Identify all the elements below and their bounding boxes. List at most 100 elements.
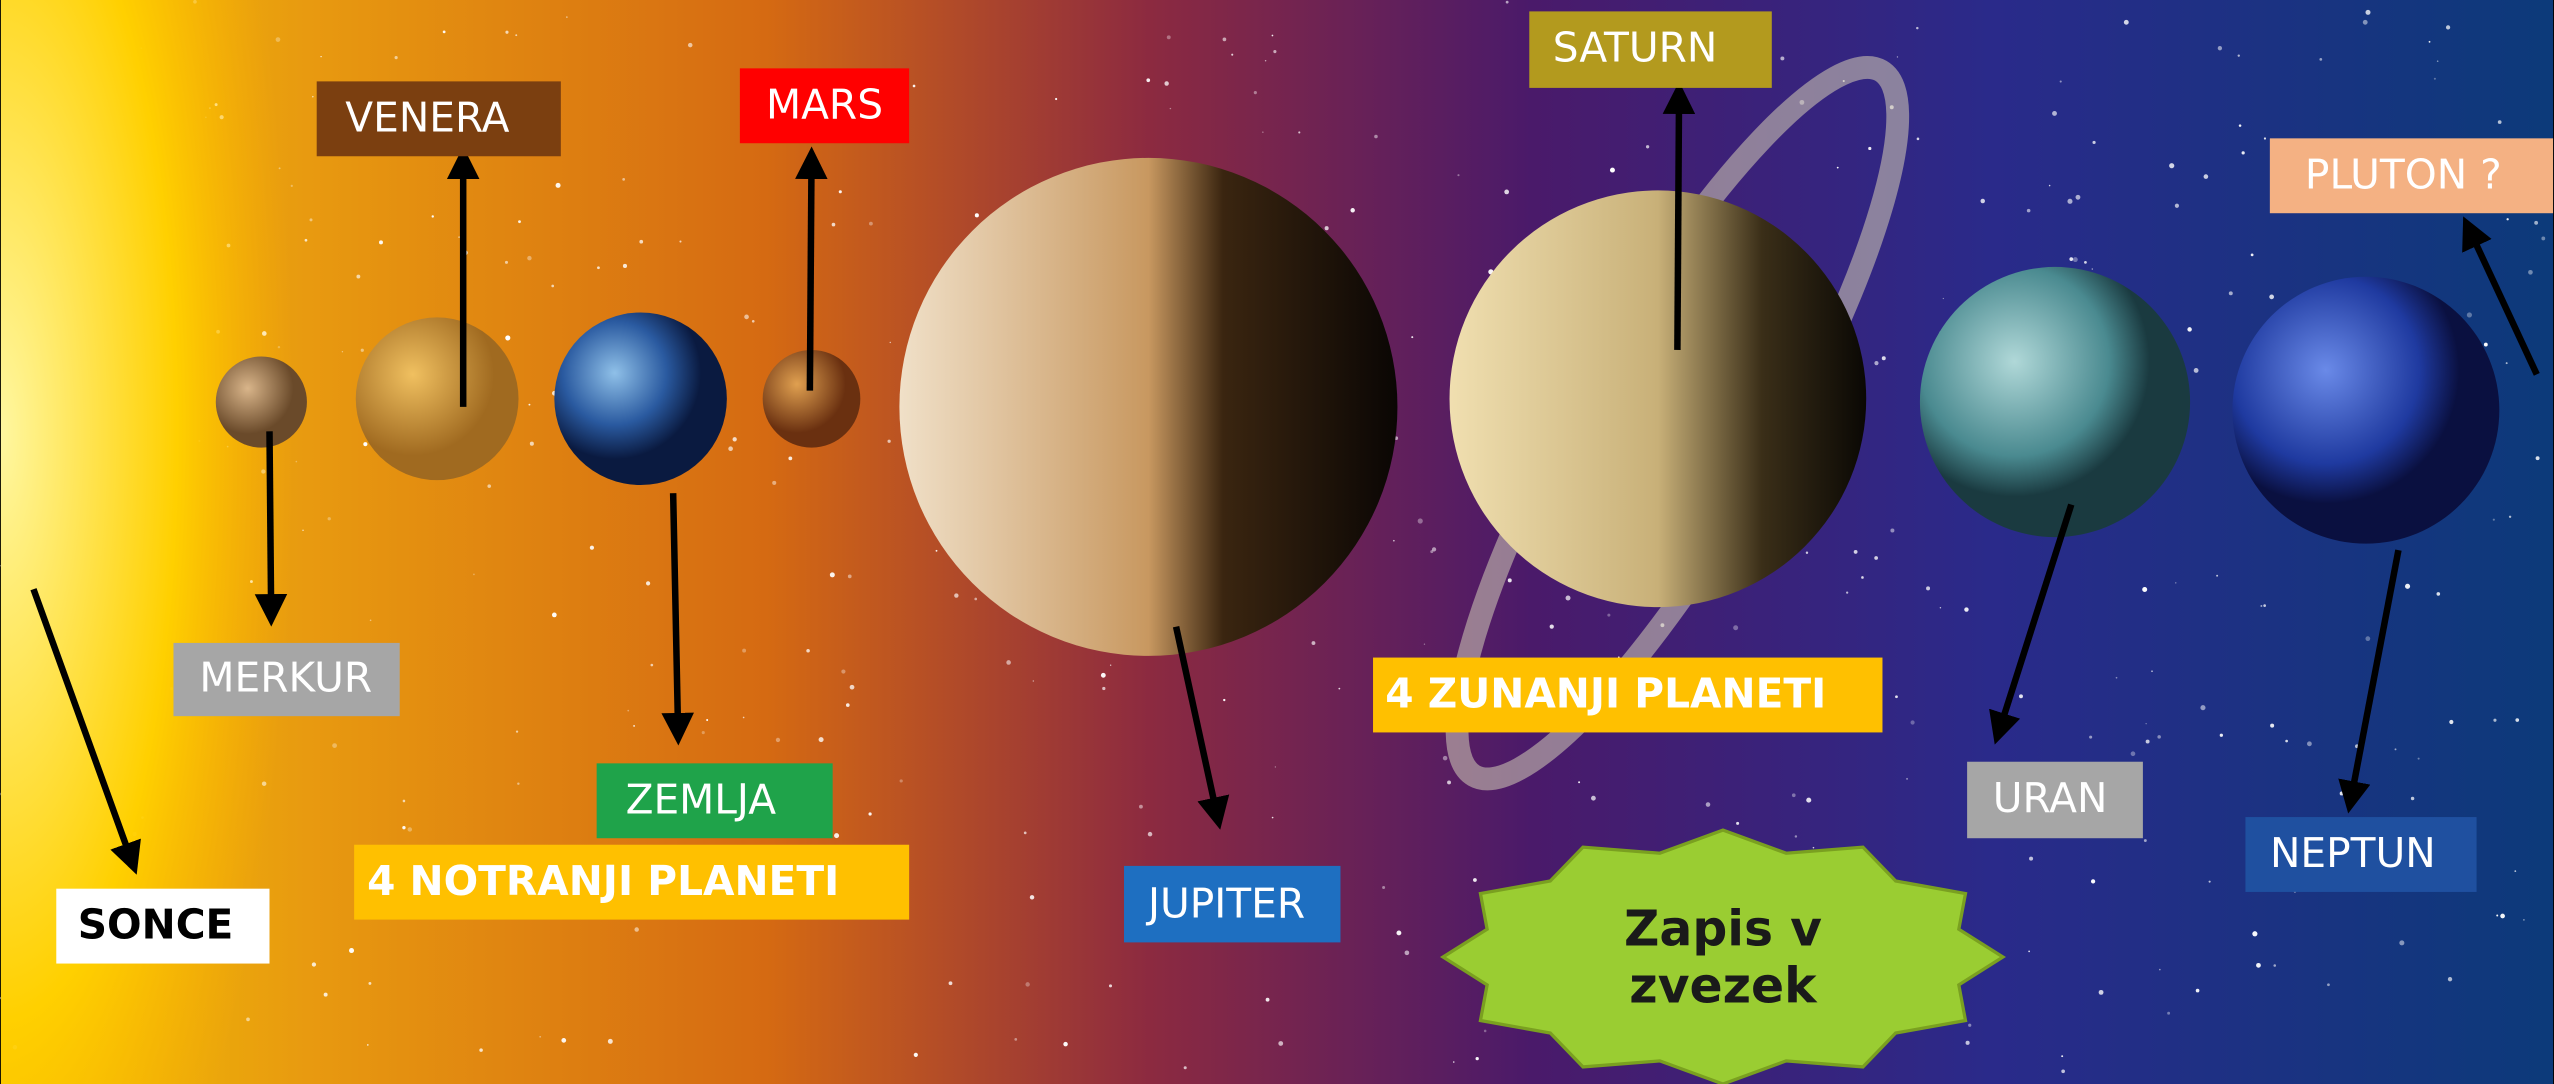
star bbox=[1686, 110, 1688, 112]
label-text: JUPITER bbox=[1145, 880, 1305, 928]
saturn-planet bbox=[1450, 190, 1867, 607]
star bbox=[1167, 35, 1171, 39]
star bbox=[403, 800, 406, 803]
star bbox=[1854, 550, 1858, 554]
star bbox=[515, 34, 517, 36]
star bbox=[850, 685, 855, 690]
star bbox=[2157, 735, 2161, 739]
star bbox=[1164, 81, 1168, 85]
star bbox=[975, 213, 979, 217]
label-text: ZEMLJA bbox=[626, 775, 777, 823]
star bbox=[1890, 528, 1894, 532]
star bbox=[623, 264, 627, 268]
star bbox=[2528, 270, 2533, 275]
button-text[interactable]: Zapis v bbox=[1624, 901, 1822, 958]
star bbox=[2194, 368, 2199, 373]
star bbox=[2073, 257, 2078, 262]
star bbox=[2496, 915, 2498, 917]
star bbox=[2061, 1069, 2065, 1073]
arrow bbox=[1677, 98, 1679, 350]
star bbox=[368, 982, 371, 985]
star bbox=[552, 613, 557, 618]
star bbox=[1272, 817, 1274, 819]
star bbox=[2218, 46, 2222, 50]
star bbox=[1262, 131, 1264, 133]
star bbox=[2493, 719, 2496, 722]
star bbox=[1882, 356, 1886, 360]
star bbox=[551, 285, 554, 288]
star bbox=[402, 826, 405, 829]
label-sonce: SONCE bbox=[56, 889, 269, 964]
star bbox=[1897, 56, 1898, 57]
star bbox=[834, 833, 839, 838]
star bbox=[1837, 167, 1839, 169]
star bbox=[914, 1053, 918, 1057]
star bbox=[2027, 209, 2031, 213]
star bbox=[1102, 687, 1105, 690]
uran-planet bbox=[1920, 267, 2190, 537]
star bbox=[2061, 1055, 2063, 1057]
star bbox=[634, 927, 638, 931]
star bbox=[1733, 625, 1738, 630]
star bbox=[627, 710, 629, 712]
star bbox=[1350, 208, 1354, 212]
star bbox=[742, 649, 746, 653]
star bbox=[2395, 748, 2397, 750]
star bbox=[1874, 361, 1878, 365]
star bbox=[1591, 796, 1596, 801]
star bbox=[517, 782, 519, 784]
star bbox=[2515, 718, 2519, 722]
star bbox=[1966, 1041, 1970, 1045]
star bbox=[561, 1038, 566, 1043]
star bbox=[2238, 54, 2240, 56]
star bbox=[1473, 878, 1477, 882]
star bbox=[2145, 723, 2146, 724]
star bbox=[890, 342, 891, 343]
star bbox=[1443, 756, 1448, 761]
star bbox=[1030, 895, 1034, 899]
star bbox=[646, 581, 650, 585]
star bbox=[1706, 802, 1711, 807]
star bbox=[1806, 552, 1808, 554]
star bbox=[342, 351, 343, 352]
star bbox=[2467, 312, 2472, 317]
star bbox=[443, 31, 446, 34]
star bbox=[2405, 584, 2410, 589]
star bbox=[936, 550, 938, 552]
star bbox=[1940, 607, 1941, 608]
button-text[interactable]: zvezek bbox=[1629, 958, 1818, 1015]
star bbox=[2124, 20, 2129, 25]
star bbox=[1374, 135, 1378, 139]
star bbox=[2429, 41, 2431, 43]
star bbox=[706, 719, 708, 721]
star bbox=[1780, 56, 1784, 60]
star bbox=[530, 442, 534, 446]
star bbox=[1272, 35, 1274, 37]
star bbox=[2541, 237, 2545, 241]
star bbox=[1382, 886, 1385, 889]
star bbox=[367, 1044, 369, 1046]
star bbox=[332, 743, 337, 748]
star bbox=[505, 261, 508, 264]
jupiter-planet bbox=[899, 158, 1397, 656]
star bbox=[869, 222, 873, 226]
star bbox=[633, 725, 635, 727]
star bbox=[1063, 1042, 1067, 1046]
star bbox=[1139, 805, 1143, 809]
group-text: 4 NOTRANJI PLANETI bbox=[367, 857, 839, 905]
star bbox=[2327, 983, 2330, 986]
star bbox=[518, 220, 521, 223]
label-text: NEPTUN bbox=[2270, 829, 2436, 877]
star bbox=[2146, 740, 2150, 744]
star bbox=[728, 446, 733, 451]
star bbox=[2169, 163, 2174, 168]
star bbox=[1457, 174, 1459, 176]
star bbox=[2523, 919, 2524, 920]
star bbox=[2019, 694, 2023, 698]
star bbox=[1265, 60, 1266, 61]
star bbox=[772, 481, 776, 485]
star bbox=[2263, 604, 2266, 607]
star bbox=[2506, 218, 2508, 220]
star bbox=[2449, 720, 2453, 724]
star bbox=[608, 1039, 613, 1044]
